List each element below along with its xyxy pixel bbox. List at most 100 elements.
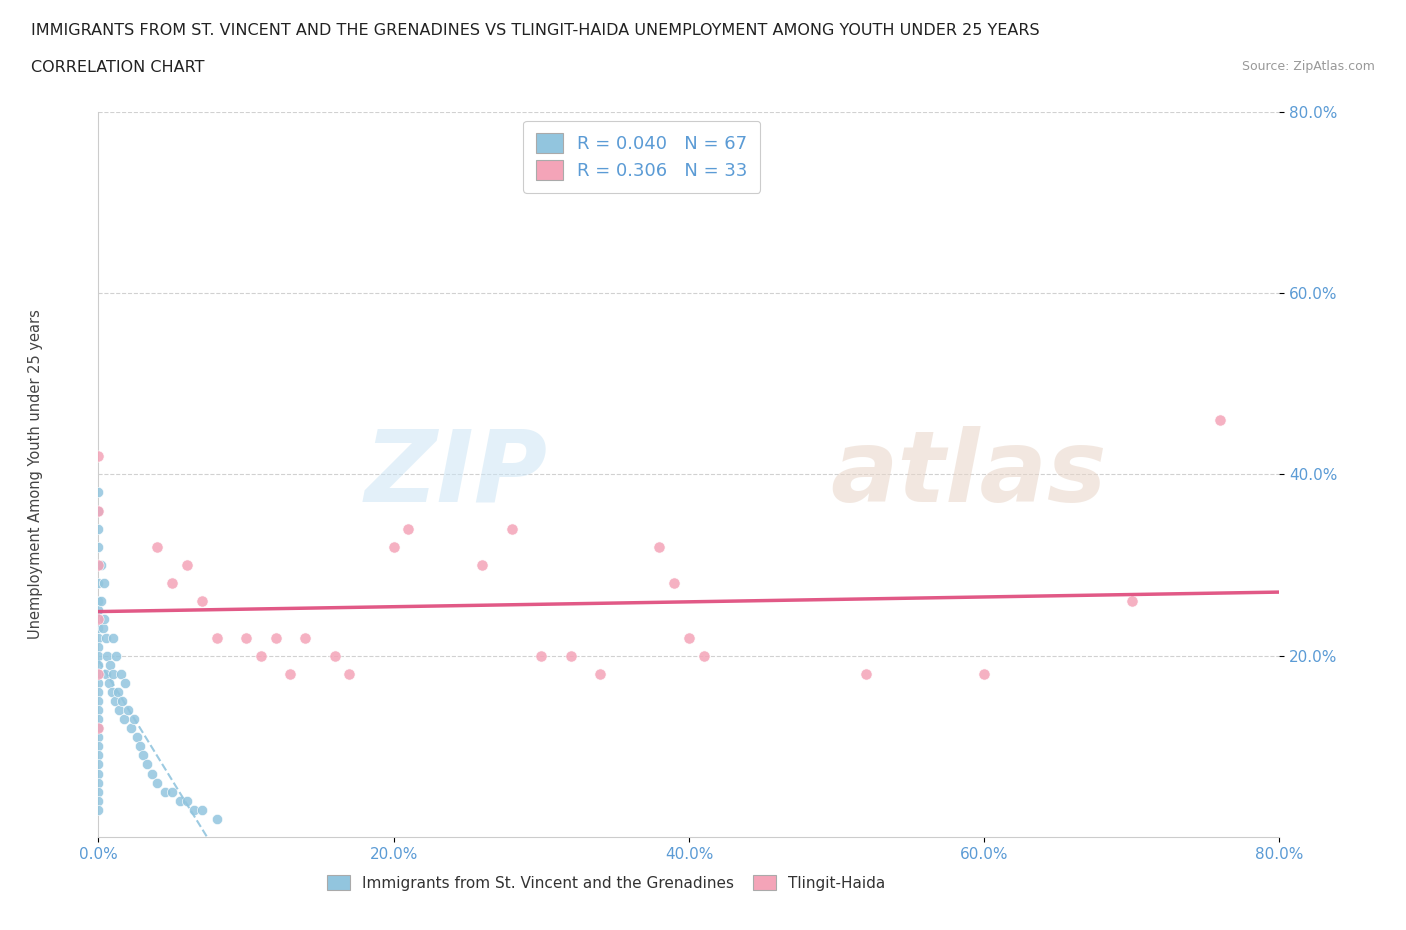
Text: atlas: atlas (831, 426, 1107, 523)
Point (87, 648, 110, 663)
Point (169, 793, 191, 808)
Point (278, 666, 302, 681)
Point (664, 576, 686, 591)
Point (501, 521, 523, 536)
Point (87, 730, 110, 745)
Point (973, 666, 995, 681)
Point (191, 803, 214, 817)
Point (97, 675, 120, 690)
Point (1121, 594, 1143, 609)
Point (87, 684, 110, 699)
Point (87, 793, 110, 808)
Point (678, 631, 700, 645)
Text: IMMIGRANTS FROM ST. VINCENT AND THE GRENADINES VS TLINGIT-HAIDA UNEMPLOYMENT AMO: IMMIGRANTS FROM ST. VINCENT AND THE GREN… (31, 23, 1039, 38)
Point (103, 666, 125, 681)
Point (87, 784, 110, 799)
Point (87, 757, 110, 772)
Point (191, 594, 214, 609)
Point (87, 558, 110, 573)
Point (108, 703, 131, 718)
Point (162, 576, 183, 591)
Point (87, 485, 110, 500)
Point (235, 631, 257, 645)
Point (382, 539, 405, 554)
Point (87, 503, 110, 518)
Point (105, 648, 128, 663)
Point (110, 666, 132, 681)
Point (294, 631, 316, 645)
Point (107, 684, 129, 699)
Point (146, 539, 169, 554)
Point (87, 594, 110, 609)
Point (337, 666, 360, 681)
Point (87, 658, 110, 672)
Point (87, 721, 110, 736)
Point (136, 757, 159, 772)
Text: Source: ZipAtlas.com: Source: ZipAtlas.com (1241, 60, 1375, 73)
Point (205, 811, 228, 827)
Point (183, 803, 205, 817)
Point (855, 666, 877, 681)
Point (87, 612, 110, 627)
Point (90, 558, 112, 573)
Point (87, 631, 110, 645)
Point (87, 703, 110, 718)
Point (146, 776, 169, 790)
Point (100, 684, 122, 699)
Point (87, 776, 110, 790)
Point (87, 675, 110, 690)
Point (250, 648, 273, 663)
Point (114, 675, 136, 690)
Point (87, 558, 110, 573)
Point (103, 631, 125, 645)
Point (94, 631, 117, 645)
Point (87, 711, 110, 726)
Point (132, 748, 155, 763)
Point (87, 621, 110, 636)
Text: ZIP: ZIP (364, 426, 547, 523)
Point (98, 658, 121, 672)
Point (87, 666, 110, 681)
Point (125, 730, 148, 745)
Point (648, 539, 671, 554)
Point (111, 694, 134, 709)
Point (87, 449, 110, 464)
Point (141, 766, 163, 781)
Text: CORRELATION CHART: CORRELATION CHART (31, 60, 204, 75)
Point (87, 738, 110, 753)
Point (122, 711, 145, 726)
Point (87, 666, 110, 681)
Point (94, 666, 117, 681)
Point (1209, 413, 1232, 428)
Point (87, 639, 110, 654)
Point (104, 694, 127, 709)
Point (264, 631, 287, 645)
Point (153, 784, 176, 799)
Point (693, 648, 716, 663)
Point (87, 603, 110, 618)
Point (87, 766, 110, 781)
Point (96, 648, 118, 663)
Point (162, 784, 183, 799)
Point (589, 666, 612, 681)
Point (90, 594, 112, 609)
Point (87, 721, 110, 736)
Legend: Immigrants from St. Vincent and the Grenadines, Tlingit-Haida: Immigrants from St. Vincent and the Gren… (319, 867, 893, 898)
Point (91, 621, 114, 636)
Point (323, 648, 346, 663)
Point (471, 558, 494, 573)
Point (87, 539, 110, 554)
Point (87, 748, 110, 763)
Point (87, 694, 110, 709)
Point (87, 521, 110, 536)
Point (87, 803, 110, 817)
Point (87, 612, 110, 627)
Point (120, 721, 142, 736)
Point (93, 576, 115, 591)
Point (93, 612, 115, 627)
Y-axis label: Unemployment Among Youth under 25 years: Unemployment Among Youth under 25 years (28, 310, 42, 639)
Point (176, 793, 198, 808)
Point (117, 703, 139, 718)
Point (530, 648, 553, 663)
Point (396, 521, 419, 536)
